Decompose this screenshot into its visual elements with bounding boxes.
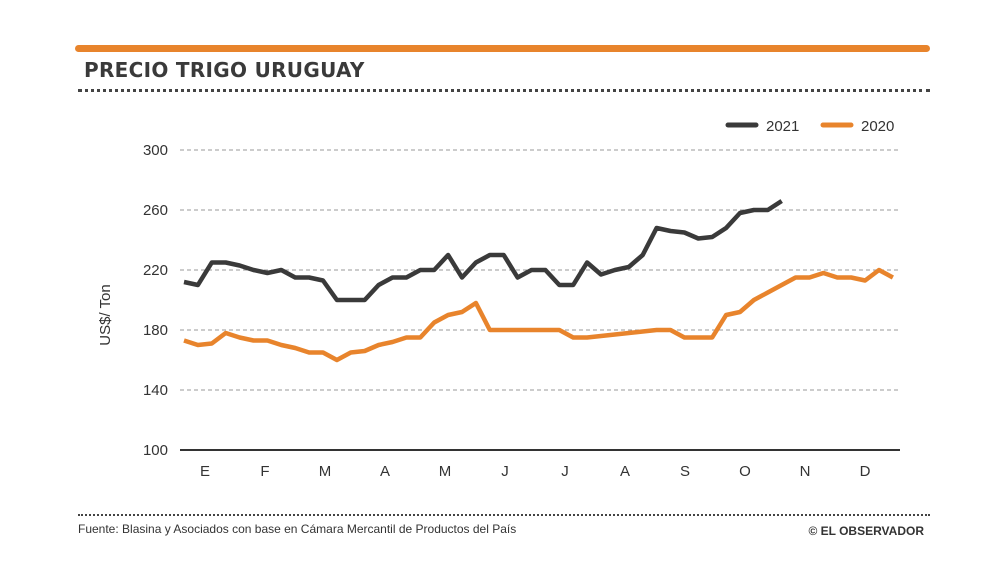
x-tick-label: A bbox=[380, 463, 390, 480]
title-divider bbox=[78, 89, 930, 92]
legend-label: 2021 bbox=[766, 118, 799, 135]
y-tick-label: 180 bbox=[143, 322, 168, 339]
y-tick-label: 140 bbox=[143, 382, 168, 399]
y-axis-label: US$/ Ton bbox=[97, 284, 114, 345]
accent-bar bbox=[75, 45, 930, 52]
copyright: © EL OBSERVADOR bbox=[808, 524, 924, 538]
x-tick-label: S bbox=[680, 463, 690, 480]
series-line-2020 bbox=[183, 267, 894, 363]
x-tick-label: J bbox=[561, 463, 569, 480]
x-tick-label: J bbox=[501, 463, 509, 480]
y-tick-label: 300 bbox=[143, 142, 168, 159]
x-tick-label: D bbox=[860, 463, 871, 480]
x-tick-label: M bbox=[439, 463, 452, 480]
source-note: Fuente: Blasina y Asociados con base en … bbox=[78, 522, 517, 536]
y-tick-label: 220 bbox=[143, 262, 168, 279]
footer-divider bbox=[78, 514, 930, 516]
x-tick-label: E bbox=[200, 463, 210, 480]
x-tick-label: N bbox=[800, 463, 811, 480]
legend-label: 2020 bbox=[861, 118, 894, 135]
series-line-2021 bbox=[183, 199, 783, 303]
x-tick-label: M bbox=[319, 463, 332, 480]
y-tick-label: 100 bbox=[143, 442, 168, 459]
y-tick-label: 260 bbox=[143, 202, 168, 219]
x-tick-label: O bbox=[739, 463, 751, 480]
x-tick-label: A bbox=[620, 463, 630, 480]
chart-title: PRECIO TRIGO URUGUAY bbox=[84, 58, 365, 82]
x-tick-label: F bbox=[260, 463, 269, 480]
